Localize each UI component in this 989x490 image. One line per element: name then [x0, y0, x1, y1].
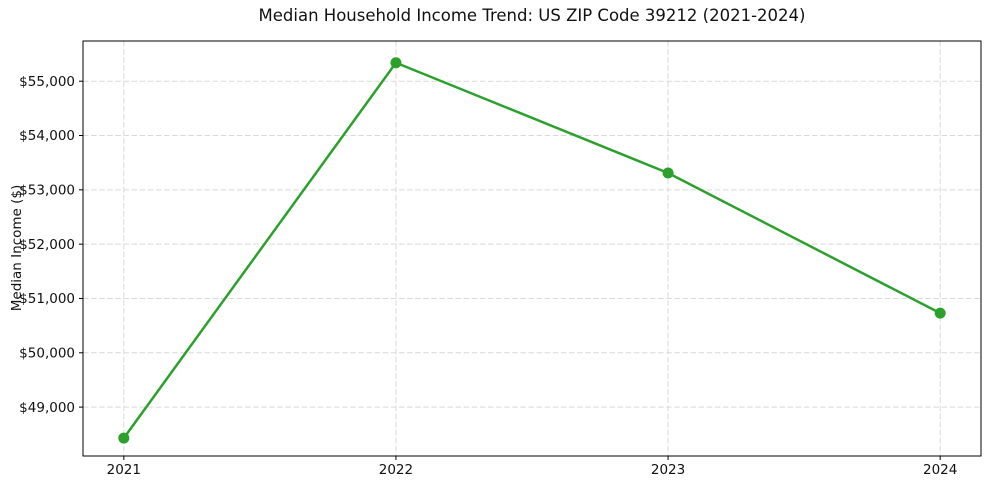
y-tick-label: $53,000: [19, 183, 75, 199]
chart-title: Median Household Income Trend: US ZIP Co…: [258, 6, 806, 25]
x-tick-label: 2024: [923, 462, 957, 478]
y-tick-label: $49,000: [19, 400, 75, 416]
axes-spines: [82, 40, 982, 457]
x-tick-label: 2022: [379, 462, 413, 478]
x-tick-label: 2021: [107, 462, 141, 478]
y-tick-label: $54,000: [19, 128, 75, 144]
y-tick-label: $50,000: [19, 345, 75, 361]
data-point-marker: [934, 307, 946, 319]
x-tick-label: 2023: [651, 462, 685, 478]
y-tick-label: $51,000: [19, 291, 75, 307]
y-tick-label: $52,000: [19, 237, 75, 253]
data-point-marker: [662, 167, 674, 179]
data-point-marker: [390, 57, 402, 69]
trend-line: [122, 61, 942, 440]
data-point-marker: [118, 432, 130, 444]
y-tick-label: $55,000: [19, 74, 75, 90]
